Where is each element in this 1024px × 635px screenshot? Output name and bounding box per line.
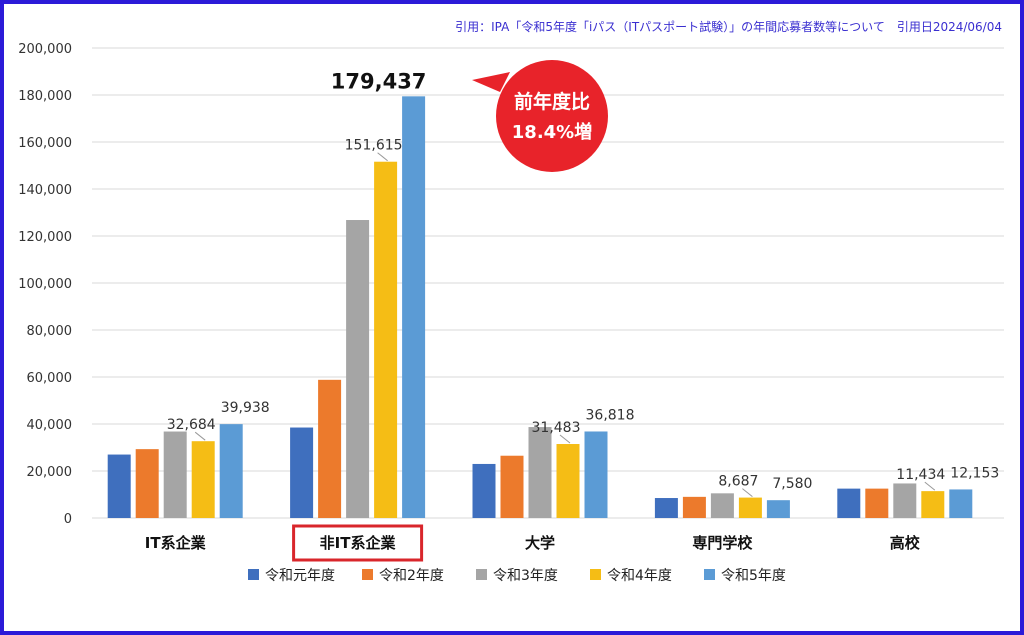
bar <box>472 463 496 518</box>
callout-line1: 前年度比 <box>514 90 590 113</box>
bar <box>163 431 187 518</box>
data-label: 151,615 <box>345 138 403 154</box>
bar <box>837 488 861 518</box>
citation-text: 引用：IPA「令和5年度「iパス（ITパスポート試験）」の年間応募者数等について… <box>455 20 1002 34</box>
bar <box>107 454 131 518</box>
category-highlight-box <box>292 524 424 562</box>
legend-label: 令和2年度 <box>379 568 444 584</box>
data-label: 11,434 <box>896 467 945 483</box>
bar-chart: 0 20,000 40,000 60,000 80,000 100,000 120,000 1… <box>18 42 1004 584</box>
bar <box>135 449 159 518</box>
bar <box>584 431 608 518</box>
data-label: 12,153 <box>950 465 999 481</box>
y-tick-label: 160,000 <box>18 136 72 151</box>
y-tick-label: 180,000 <box>18 89 72 104</box>
y-tick-label: 140,000 <box>18 183 72 198</box>
data-label: 31,483 <box>532 420 581 436</box>
category-label: 非IT系企業 <box>320 534 397 552</box>
data-label-leader <box>559 434 571 444</box>
bar <box>219 424 243 518</box>
bar <box>528 427 552 518</box>
y-tick-label: 100,000 <box>18 277 72 292</box>
category-label: 大学 <box>525 534 555 552</box>
bar <box>949 489 973 518</box>
bar <box>921 491 945 518</box>
y-tick-label: 200,000 <box>18 42 72 57</box>
legend-swatch <box>362 569 373 580</box>
callout-line2: 18.4%増 <box>512 121 592 143</box>
bar <box>893 483 917 518</box>
bar <box>654 498 678 518</box>
data-label-leader <box>377 152 388 162</box>
y-tick-label: 120,000 <box>18 230 72 245</box>
bar <box>191 441 215 518</box>
bar <box>374 161 398 518</box>
legend-label: 令和4年度 <box>607 568 672 584</box>
legend-label: 令和元年度 <box>265 568 335 584</box>
bar <box>682 496 706 518</box>
legend-label: 令和3年度 <box>493 568 558 584</box>
data-label: 36,818 <box>586 407 635 423</box>
data-label-emphasis: 179,437 <box>331 69 427 93</box>
callout-pointer <box>472 72 510 92</box>
data-label: 7,580 <box>772 476 812 492</box>
bar <box>710 493 734 518</box>
y-tick-label: 80,000 <box>27 324 73 339</box>
data-label: 8,687 <box>718 474 758 490</box>
data-label-leader <box>742 488 753 497</box>
category-label: 専門学校 <box>692 534 753 552</box>
bar <box>318 379 342 518</box>
bar <box>865 488 889 518</box>
data-label-leader <box>194 431 206 441</box>
data-label: 32,684 <box>167 417 216 433</box>
bar <box>738 497 762 518</box>
legend-label: 令和5年度 <box>721 568 786 584</box>
bar <box>290 427 314 518</box>
bar <box>402 96 426 518</box>
y-tick-label: 60,000 <box>27 371 73 386</box>
y-tick-label: 40,000 <box>27 418 73 433</box>
y-tick-label: 0 <box>64 512 72 527</box>
data-label: 39,938 <box>221 400 270 416</box>
category-label: IT系企業 <box>145 534 207 552</box>
bar <box>500 455 524 518</box>
bar <box>556 444 580 518</box>
data-label-leader <box>924 481 936 491</box>
callout-bubble <box>496 60 608 172</box>
bar <box>346 220 370 518</box>
legend-swatch <box>248 569 259 580</box>
legend-swatch <box>590 569 601 580</box>
legend-swatch <box>704 569 715 580</box>
legend-swatch <box>476 569 487 580</box>
category-label: 高校 <box>890 534 921 552</box>
y-tick-label: 20,000 <box>27 465 73 480</box>
bar <box>766 500 790 518</box>
